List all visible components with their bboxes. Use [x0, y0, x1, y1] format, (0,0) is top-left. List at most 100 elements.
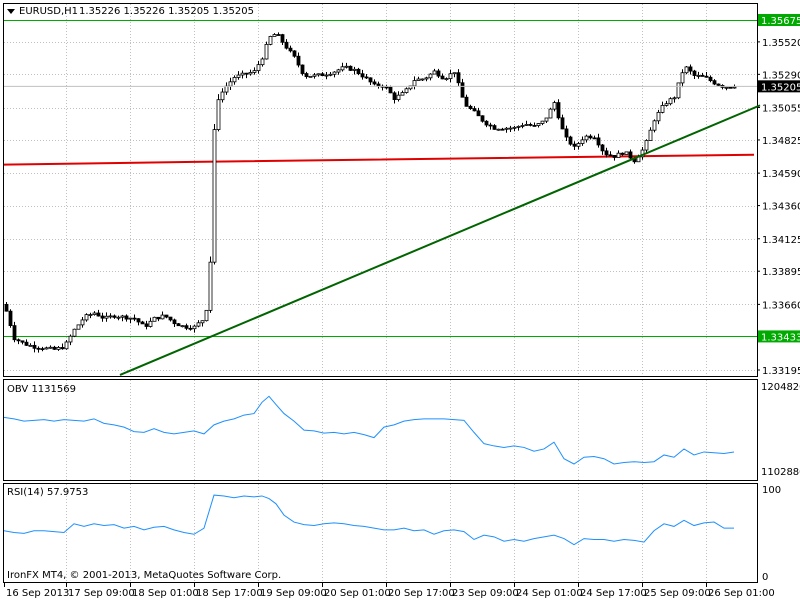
price-tick-label: 1.35055: [762, 104, 800, 115]
candle-body: [284, 41, 289, 49]
time-tick-label: 18 Sep 17:00: [196, 588, 263, 599]
candle-body: [52, 346, 57, 350]
candle-body: [520, 125, 525, 127]
candle-body: [624, 151, 629, 155]
candle-body: [76, 324, 81, 330]
time-tick-label: 20 Sep 01:00: [324, 588, 391, 599]
candle-body: [584, 135, 589, 141]
candle-body: [316, 73, 321, 76]
candle-body: [32, 344, 37, 349]
time-tick-label: 26 Sep 01:00: [708, 588, 775, 599]
candle-body: [332, 71, 337, 75]
candle-body: [548, 108, 553, 119]
candle-body: [420, 78, 425, 81]
candle-body: [476, 110, 481, 117]
candle-body: [396, 94, 401, 100]
time-tick-label: 24 Sep 17:00: [580, 588, 647, 599]
candle-body: [176, 323, 181, 327]
candle-body: [440, 75, 445, 80]
dropdown-triangle-icon[interactable]: [7, 9, 15, 14]
candle-body: [428, 73, 433, 79]
candle-body: [424, 77, 429, 80]
rsi-title: RSI(14) 57.9753: [7, 487, 88, 498]
trend-line-layer: [119, 104, 761, 376]
candle-body: [260, 58, 265, 66]
candle-body: [508, 127, 513, 130]
candle-body: [712, 80, 717, 85]
candle-body: [444, 78, 449, 81]
candle-body: [124, 315, 129, 320]
candle-body: [488, 124, 493, 127]
candle-body: [708, 76, 713, 82]
obv-tick-label: 1204820: [761, 382, 800, 393]
candle-body: [196, 322, 201, 327]
current-price-label-bg: [758, 80, 800, 93]
candle-body: [504, 127, 509, 130]
candle-body: [368, 77, 373, 83]
candle-body: [140, 321, 145, 325]
candle-body: [72, 328, 77, 337]
candle-body: [144, 323, 149, 327]
candle-body: [688, 66, 693, 72]
candle-body: [252, 70, 257, 73]
candle-body: [556, 102, 561, 119]
price-tick-label: 1.35290: [762, 70, 800, 81]
candle-body: [204, 309, 209, 322]
candle-body: [116, 316, 121, 319]
candle-body: [236, 74, 241, 78]
candle-body: [28, 344, 33, 347]
candle-body: [384, 86, 389, 89]
time-tick-label: 20 Sep 17:00: [388, 588, 455, 599]
candle-body: [540, 120, 545, 124]
candle-body: [48, 346, 53, 349]
moving-average-line[interactable]: [3, 153, 755, 166]
line-price-label: 1.33433: [761, 332, 800, 343]
obv-tick-label: 1102880: [761, 467, 800, 478]
candle-body: [172, 319, 177, 325]
candle-body: [472, 108, 477, 112]
candle-body: [108, 315, 113, 318]
candle-body: [372, 81, 377, 85]
candle-body: [300, 64, 305, 74]
candle-body: [192, 325, 197, 330]
candle-body: [576, 143, 581, 147]
candle-body: [484, 120, 489, 126]
candle-body: [572, 143, 577, 147]
candle-body: [704, 75, 709, 78]
rsi-panel-frame: [3, 483, 758, 583]
candle-body: [104, 315, 109, 319]
candle-body: [432, 70, 437, 75]
price-tick-label: 1.33660: [762, 300, 800, 311]
rsi-axis: 100 0: [762, 485, 781, 583]
candle-body: [500, 128, 505, 131]
candle-body: [12, 325, 17, 341]
candle-body: [480, 115, 485, 122]
time-tick-label: 24 Sep 01:00: [516, 588, 583, 599]
candle-body: [732, 86, 737, 89]
candle-body: [340, 66, 345, 71]
candle-body: [132, 317, 137, 320]
copyright-text: IronFX MT4, © 2001-2013, MetaQuotes Soft…: [7, 570, 281, 581]
candle-body: [256, 64, 261, 72]
current-price-label: 1.35205: [761, 82, 800, 93]
candle-body: [276, 34, 281, 36]
candle-body: [60, 347, 65, 350]
trend-line[interactable]: [119, 104, 761, 376]
candle-body: [356, 68, 361, 75]
candle-body: [336, 69, 341, 73]
candle-body: [680, 72, 685, 84]
candle-body: [496, 128, 501, 131]
candle-body: [668, 98, 673, 105]
candle-body: [40, 348, 45, 351]
candle-body: [148, 320, 153, 327]
candle-body: [516, 125, 521, 128]
candle-body: [464, 96, 469, 107]
candle-body: [392, 92, 397, 100]
candle-body: [56, 347, 61, 350]
candle-body: [664, 103, 669, 106]
price-tick-label: 1.34825: [762, 136, 800, 147]
candle-body: [536, 123, 541, 126]
candle-body: [672, 97, 677, 100]
candle-body: [528, 124, 533, 126]
